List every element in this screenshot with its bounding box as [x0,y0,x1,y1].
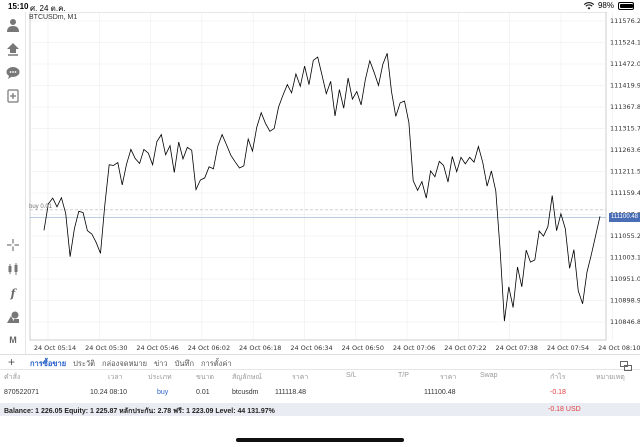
chat-icon[interactable] [5,65,21,81]
order-symbol: btcusdm [232,389,259,396]
chart-svg: 111576.20 111524.10 111472.00 111419.90 1113… [29,12,640,352]
tab-news[interactable]: ข่าว [154,359,168,368]
column-swap: Swap [480,372,498,379]
x-tick-label: 24 Oct 06:02 [188,344,230,352]
balance-bar: Balance: 1 226.05 Equity: 1 225.87 หลักป… [0,403,640,416]
toolbox-tab-bar: + การซื้อขาย ประวัติ กล่องจดหมาย ข่าว บั… [0,354,640,371]
status-bar: 15:10 ศ. 24 ต.ค. 98% [0,0,640,13]
objects-icon[interactable] [5,309,21,325]
tab-journal[interactable]: บันทึก [174,359,195,368]
battery-icon [618,1,634,10]
wifi-icon [583,1,594,9]
y-tick-label: 111419.90 [610,82,640,90]
x-tick-label: 24 Oct 06:18 [239,344,281,352]
column-comment: หมายเหตุ [596,374,625,381]
balance-summary: Balance: 1 226.05 Equity: 1 225.87 หลักป… [4,408,275,415]
order-open-price: 111118.48 [275,389,307,396]
column-time: เวลา [108,374,123,381]
column-symbol: สัญลักษณ์ [232,374,262,381]
y-tick-label: 110951.00 [610,275,640,283]
column-open-price: ราคา [292,374,309,381]
order-number: 870522071 [4,389,40,396]
timeframe-button[interactable]: M [5,332,21,348]
new-order-icon[interactable] [5,88,21,104]
left-toolbar: f M [0,12,26,354]
x-tick-label: 24 Oct 08:10 [598,344,640,352]
x-tick-label: 24 Oct 05:46 [136,344,178,352]
y-tick-label: 111159.40 [610,189,640,197]
x-tick-label: 24 Oct 05:14 [34,344,76,352]
price-chart[interactable]: 111576.20 111524.10 111472.00 111419.90 1113… [26,12,640,354]
x-tick-label: 24 Oct 06:34 [290,344,332,352]
y-tick-label: 111055.20 [610,232,640,240]
y-tick-label: 110846.80 [610,318,640,326]
y-tick-label: 111524.10 [610,39,640,47]
table-row[interactable]: 870522071 10.24 08:10 buy 0.01 btcusdm 1… [0,389,640,401]
order-size: 0.01 [196,389,210,396]
buy-order-label: buy 0.01 [29,204,53,210]
y-tick-label: 110898.90 [610,297,640,305]
total-profit: -0.18 USD [548,406,581,413]
chart-symbol-label: BTCUSDm, M1 [29,14,78,21]
tab-mailbox[interactable]: กล่องจดหมาย [102,359,148,368]
crosshair-icon[interactable] [5,237,21,253]
x-tick-label: 24 Oct 06:50 [342,344,384,352]
current-price-tag: 111100.48 [609,212,640,222]
trade-icon[interactable] [5,41,21,57]
column-type: ประเภท [148,374,172,381]
y-tick-label: 111315.70 [610,125,640,133]
home-indicator [236,438,404,442]
tab-trade[interactable]: การซื้อขาย [30,359,67,368]
y-tick-label: 111576.20 [610,17,640,25]
plus-icon[interactable]: + [8,355,16,369]
plot-frame [29,12,607,341]
x-tick-label: 24 Oct 07:22 [444,344,486,352]
timeframe-label: M [9,335,17,345]
order-time: 10.24 08:10 [90,389,127,396]
y-tick-label: 111263.60 [610,146,640,154]
x-tick-label: 24 Oct 05:30 [85,344,127,352]
x-tick-label: 24 Oct 07:54 [547,344,589,352]
tab-history[interactable]: ประวัติ [73,359,96,368]
order-current-price: 111100.48 [424,389,456,396]
battery-percent: 98% [597,1,614,10]
column-size: ขนาด [196,374,215,381]
column-tp: T/P [398,372,409,379]
x-tick-label: 24 Oct 07:06 [393,344,435,352]
y-tick-label: 111003.10 [610,254,640,262]
order-type: buy [157,389,169,396]
y-tick-label: 111367.80 [610,103,640,111]
tab-settings[interactable]: การตั้งค่า [201,359,232,368]
y-tick-label: 111472.00 [610,60,640,68]
column-order: คำสั่ง [4,374,21,381]
status-time: 15:10 [8,2,29,11]
candlestick-icon[interactable] [5,261,21,277]
order-profit: -0.18 [550,389,566,396]
x-tick-label: 24 Oct 07:38 [496,344,538,352]
column-current-price: ราคา [440,374,457,381]
column-profit: กำไร [550,374,566,381]
column-sl: S/L [346,372,357,379]
orders-table-header: คำสั่ง เวลา ประเภท ขนาด สัญลักษณ์ ราคา S… [0,372,640,384]
account-icon[interactable] [5,17,21,33]
y-tick-label: 111211.50 [610,168,640,176]
layout-icon[interactable] [620,358,632,376]
status-date: ศ. 24 ต.ค. [30,4,66,13]
price-series-line [43,53,601,322]
indicator-icon[interactable]: f [10,286,16,300]
